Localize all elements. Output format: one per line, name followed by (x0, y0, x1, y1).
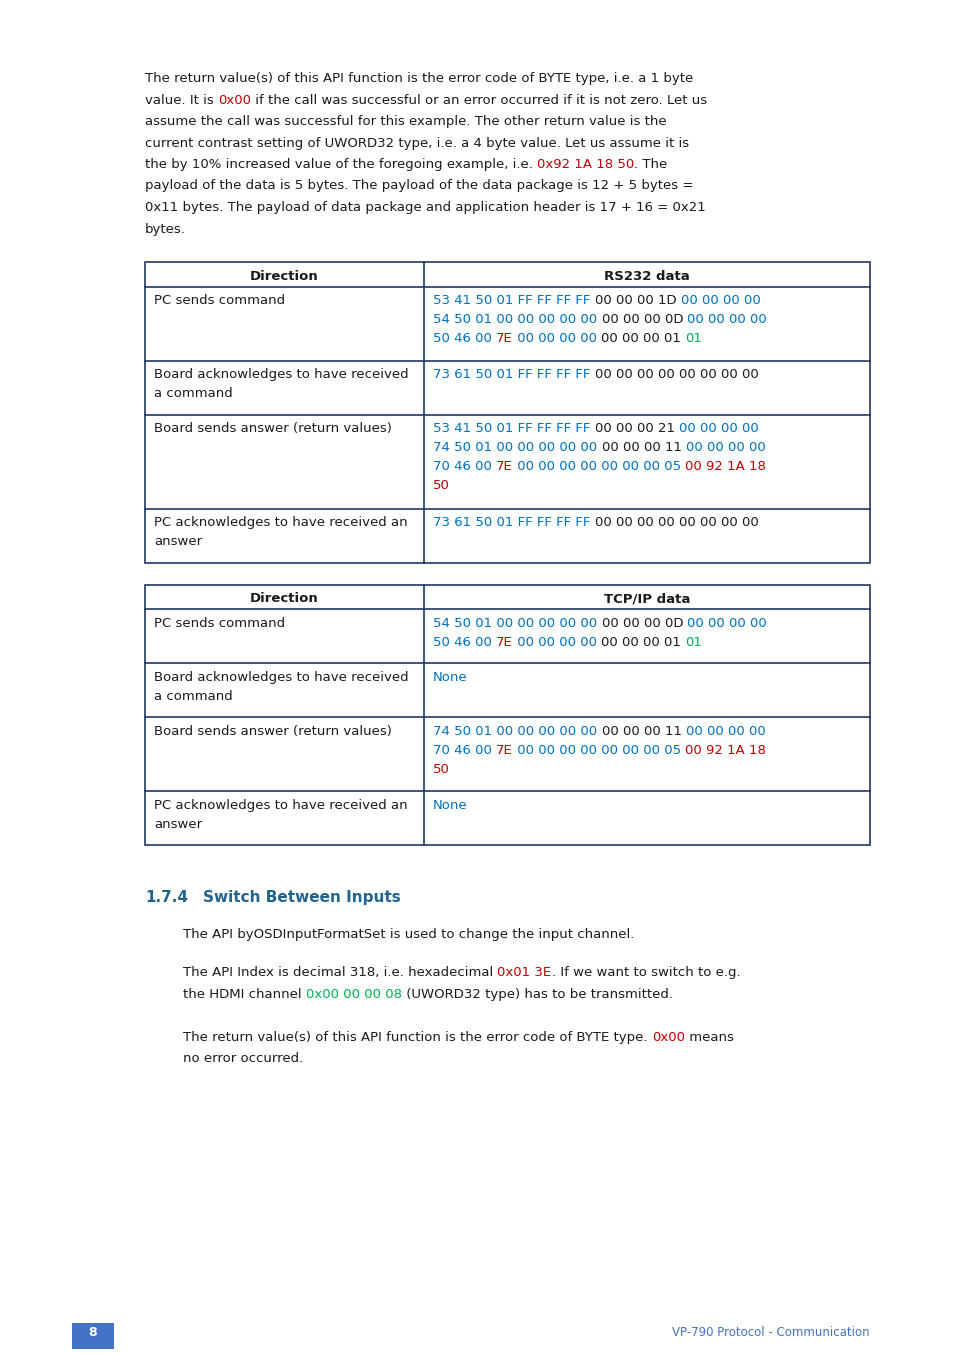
Text: None: None (433, 670, 467, 684)
Text: 50: 50 (433, 762, 450, 776)
Text: VP-790 Protocol - Communication: VP-790 Protocol - Communication (672, 1326, 869, 1339)
Text: 00 00 00 01: 00 00 00 01 (600, 332, 684, 345)
Text: 01: 01 (684, 635, 701, 649)
Text: 0x00: 0x00 (218, 93, 251, 107)
Text: a command: a command (153, 387, 233, 399)
Text: bytes.: bytes. (145, 222, 186, 236)
Text: 00 00 00 00: 00 00 00 00 (513, 332, 600, 345)
Text: 7E: 7E (496, 332, 513, 345)
Text: 00 00 00 0D: 00 00 00 0D (601, 313, 686, 326)
Text: 0x00 00 00 08: 0x00 00 00 08 (306, 987, 401, 1001)
Text: answer: answer (153, 535, 202, 548)
Text: PC sends command: PC sends command (153, 294, 285, 307)
Text: 73 61 50 01 FF FF FF FF: 73 61 50 01 FF FF FF FF (433, 368, 594, 380)
Text: 1.7.4: 1.7.4 (145, 890, 188, 904)
Text: 00 00 00 00 00 00 00 05: 00 00 00 00 00 00 00 05 (513, 743, 684, 757)
Text: 00 00 00 01: 00 00 00 01 (600, 635, 684, 649)
Text: 00 00 00 00: 00 00 00 00 (686, 313, 766, 326)
Text: 00 00 00 11: 00 00 00 11 (601, 441, 685, 454)
Text: Board sends answer (return values): Board sends answer (return values) (153, 422, 392, 435)
Text: Board acknowledges to have received: Board acknowledges to have received (153, 670, 408, 684)
Text: current contrast setting of UWORD32 type, i.e. a 4 byte value. Let us assume it : current contrast setting of UWORD32 type… (145, 137, 688, 149)
Text: None: None (433, 799, 467, 811)
Text: The return value(s) of this API function is the error code of BYTE type.: The return value(s) of this API function… (183, 1030, 651, 1044)
Text: 74 50 01 00 00 00 00 00: 74 50 01 00 00 00 00 00 (433, 441, 601, 454)
Text: 00 00 00 21: 00 00 00 21 (594, 422, 679, 435)
Text: 00 92 1A 18: 00 92 1A 18 (684, 460, 765, 473)
Text: 7E: 7E (496, 635, 513, 649)
Text: The return value(s) of this API function is the error code of BYTE type, i.e. a : The return value(s) of this API function… (145, 72, 693, 85)
Text: no error occurred.: no error occurred. (183, 1052, 303, 1066)
Text: value. It is: value. It is (145, 93, 218, 107)
Bar (145, 585, 869, 845)
Bar (71, 1323, 113, 1349)
Text: Switch Between Inputs: Switch Between Inputs (203, 890, 400, 904)
Text: a command: a command (153, 689, 233, 703)
Text: if the call was successful or an error occurred if it is not zero. Let us: if the call was successful or an error o… (251, 93, 706, 107)
Text: 0x11 bytes. The payload of data package and application header is 17 + 16 = 0x21: 0x11 bytes. The payload of data package … (145, 200, 705, 214)
Text: 01: 01 (684, 332, 701, 345)
Text: 00 00 00 11: 00 00 00 11 (601, 724, 685, 738)
Text: 00 00 00 00 00 00 00 05: 00 00 00 00 00 00 00 05 (513, 460, 684, 473)
Text: 00 00 00 00 00 00 00 00: 00 00 00 00 00 00 00 00 (594, 368, 758, 380)
Text: 50 46 00: 50 46 00 (433, 332, 496, 345)
Text: 0x92 1A 18 50: 0x92 1A 18 50 (537, 158, 634, 171)
Text: PC sends command: PC sends command (153, 616, 285, 630)
Bar (145, 263, 869, 562)
Text: answer: answer (153, 818, 202, 830)
Text: Direction: Direction (250, 269, 318, 283)
Text: 70 46 00: 70 46 00 (433, 460, 496, 473)
Text: Board sends answer (return values): Board sends answer (return values) (153, 724, 392, 738)
Text: 53 41 50 01 FF FF FF FF: 53 41 50 01 FF FF FF FF (433, 294, 594, 307)
Text: 50: 50 (433, 479, 450, 492)
Text: 00 92 1A 18: 00 92 1A 18 (684, 743, 765, 757)
Text: the by 10% increased value of the foregoing example, i.e.: the by 10% increased value of the forego… (145, 158, 537, 171)
Text: Board acknowledges to have received: Board acknowledges to have received (153, 368, 408, 380)
Text: 73 61 50 01 FF FF FF FF: 73 61 50 01 FF FF FF FF (433, 516, 594, 529)
Text: assume the call was successful for this example. The other return value is the: assume the call was successful for this … (145, 115, 666, 129)
Text: 00 00 00 00: 00 00 00 00 (685, 441, 764, 454)
Text: 0x01 3E: 0x01 3E (497, 965, 551, 979)
Text: The API byOSDInputFormatSet is used to change the input channel.: The API byOSDInputFormatSet is used to c… (183, 927, 634, 941)
Text: 00 00 00 00: 00 00 00 00 (685, 724, 764, 738)
Text: PC acknowledges to have received an: PC acknowledges to have received an (153, 516, 407, 529)
Text: TCP/IP data: TCP/IP data (603, 592, 690, 605)
Text: 0x00: 0x00 (651, 1030, 684, 1044)
Text: . If we want to switch to e.g.: . If we want to switch to e.g. (551, 965, 740, 979)
Text: 54 50 01 00 00 00 00 00: 54 50 01 00 00 00 00 00 (433, 313, 601, 326)
Text: 7E: 7E (496, 743, 513, 757)
Text: Direction: Direction (250, 592, 318, 605)
Text: RS232 data: RS232 data (603, 269, 689, 283)
Text: 00 00 00 00 00 00 00 00: 00 00 00 00 00 00 00 00 (594, 516, 758, 529)
Text: 74 50 01 00 00 00 00 00: 74 50 01 00 00 00 00 00 (433, 724, 601, 738)
Text: The API Index is decimal 318, i.e. hexadecimal: The API Index is decimal 318, i.e. hexad… (183, 965, 497, 979)
Text: means: means (684, 1030, 733, 1044)
Text: 00 00 00 00: 00 00 00 00 (679, 422, 758, 435)
Text: the HDMI channel: the HDMI channel (183, 987, 306, 1001)
Text: 00 00 00 00: 00 00 00 00 (513, 635, 600, 649)
Text: 00 00 00 0D: 00 00 00 0D (601, 616, 686, 630)
Text: 7E: 7E (496, 460, 513, 473)
Text: 8: 8 (89, 1326, 97, 1339)
Text: 00 00 00 1D: 00 00 00 1D (594, 294, 679, 307)
Text: 00 00 00 00: 00 00 00 00 (686, 616, 766, 630)
Text: . The: . The (634, 158, 667, 171)
Text: (UWORD32 type) has to be transmitted.: (UWORD32 type) has to be transmitted. (401, 987, 672, 1001)
Text: 50 46 00: 50 46 00 (433, 635, 496, 649)
Text: 00 00 00 00: 00 00 00 00 (679, 294, 760, 307)
Text: 53 41 50 01 FF FF FF FF: 53 41 50 01 FF FF FF FF (433, 422, 594, 435)
Text: 70 46 00: 70 46 00 (433, 743, 496, 757)
Text: 54 50 01 00 00 00 00 00: 54 50 01 00 00 00 00 00 (433, 616, 601, 630)
Text: PC acknowledges to have received an: PC acknowledges to have received an (153, 799, 407, 811)
Text: payload of the data is 5 bytes. The payload of the data package is 12 + 5 bytes : payload of the data is 5 bytes. The payl… (145, 180, 693, 192)
